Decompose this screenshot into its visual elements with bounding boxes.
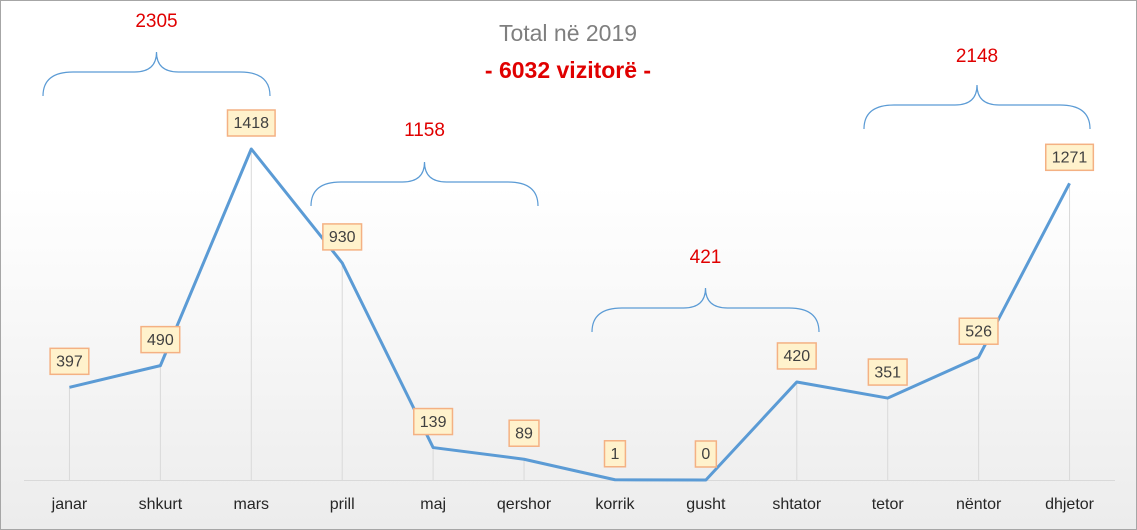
data-label-box: [958, 317, 999, 345]
brace: [310, 161, 539, 207]
annotation: 2305: [135, 11, 177, 32]
x-tick-label: nëntor: [956, 496, 1002, 513]
line: [69, 147, 1071, 482]
x-tick-label: korrik: [595, 496, 635, 513]
x-tick-label: maj: [420, 496, 446, 513]
x-tick-label: qershor: [497, 496, 552, 513]
chart-subtitle: - 6032 vizitorë -: [485, 57, 651, 83]
x-tick-label: prill: [330, 496, 355, 513]
annotation: 1158: [404, 120, 445, 141]
data-label-box: [508, 419, 540, 447]
data-label-box: [867, 358, 908, 386]
data-label-box: [322, 223, 363, 251]
data-label: 420: [783, 348, 810, 365]
data-label-box: [1044, 143, 1095, 172]
x-tick-label: shkurt: [139, 496, 183, 513]
brace: [863, 84, 1091, 130]
data-label-box: [226, 109, 276, 137]
x-tick-label: gusht: [686, 496, 726, 513]
brace: [591, 287, 820, 333]
data-label: 139: [420, 414, 447, 431]
data-label: 1271: [1052, 150, 1088, 167]
data-label-box: [603, 440, 627, 468]
brace: [42, 51, 271, 97]
data-label: 1418: [233, 115, 269, 132]
data-label-box: [49, 347, 90, 376]
data-label: 490: [147, 332, 174, 349]
data-label: 397: [56, 354, 83, 371]
data-label: 526: [965, 323, 992, 340]
data-label: 1: [611, 446, 620, 463]
annotation: 421: [690, 247, 722, 268]
data-label-box: [694, 440, 718, 468]
x-tick-label: dhjetor: [1045, 496, 1095, 513]
x-tick-label: shtator: [772, 496, 822, 513]
data-label-box: [413, 407, 454, 436]
x-tick-label: janar: [51, 496, 88, 513]
annotation: 2148: [956, 46, 998, 67]
data-label: 351: [874, 364, 901, 381]
data-label: 930: [329, 229, 356, 246]
chart-title: Total në 2019: [499, 20, 637, 46]
data-label: 89: [515, 425, 533, 442]
data-label-box: [776, 342, 817, 370]
x-tick-label: tetor: [872, 496, 905, 513]
x-tick-label: mars: [234, 496, 270, 513]
data-label: 0: [701, 446, 710, 463]
data-label-box: [140, 325, 181, 354]
